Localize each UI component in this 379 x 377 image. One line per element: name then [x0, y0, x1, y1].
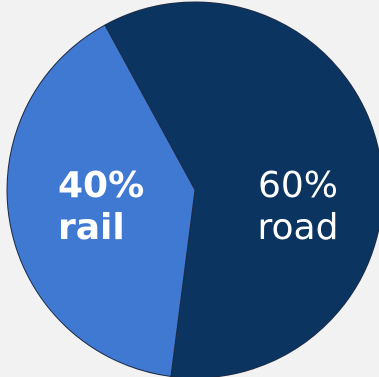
pie-label-rail: 40% rail	[58, 165, 144, 248]
pie-label-road: 60% road	[258, 165, 339, 248]
pie-label-rail-percent: 40%	[58, 165, 144, 206]
pie-label-road-percent: 60%	[258, 165, 338, 206]
pie-slice-rail	[6, 24, 196, 377]
pie-label-road-name: road	[258, 207, 339, 248]
pie-label-rail-name: rail	[58, 207, 125, 248]
pie-slice-road	[104, 1, 379, 377]
